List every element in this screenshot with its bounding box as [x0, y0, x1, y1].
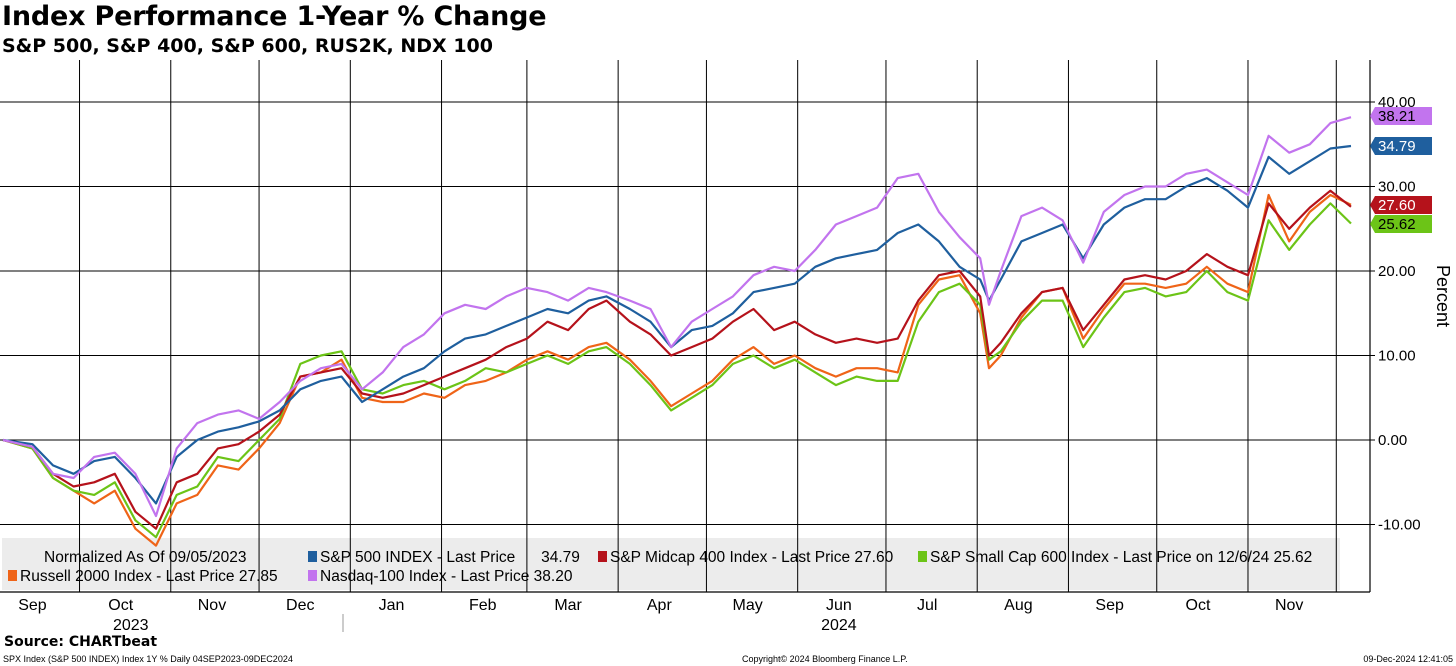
y-tick-label: 30.00	[1378, 179, 1416, 196]
footer-timestamp: 09-Dec-2024 12:41:05	[1363, 654, 1453, 664]
legend-swatch-small600	[918, 551, 927, 562]
last-value-label-small600: 25.62	[1378, 216, 1416, 233]
series-line-mid400	[2, 189, 1352, 530]
legend-entry-sp500: S&P 500 INDEX - Last Price 34.79	[320, 549, 580, 566]
legend-swatch-ndx	[308, 570, 317, 581]
x-tick-label: Jan	[379, 597, 405, 614]
x-tick-label: Nov	[198, 597, 226, 614]
legend-entry-small600: S&P Small Cap 600 Index - Last Price on …	[930, 549, 1312, 566]
last-value-tag-mid400	[1370, 196, 1432, 214]
footer-ticker: SPX Index (S&P 500 INDEX) Index 1Y % Dai…	[3, 654, 293, 664]
x-tick-label: Feb	[469, 597, 497, 614]
x-tick-label: Oct	[1186, 597, 1211, 614]
last-value-tag-sp500	[1370, 137, 1432, 155]
y-tick-label: 20.00	[1378, 263, 1416, 280]
y-tick-label: 40.00	[1378, 94, 1416, 111]
last-value-label-mid400: 27.60	[1378, 197, 1416, 214]
series-line-sp500	[2, 144, 1352, 505]
series-line-small600	[2, 202, 1352, 539]
legend-entry-ndx: Nasdaq-100 Index - Last Price 38.20	[320, 568, 573, 585]
last-value-label-sp500: 34.79	[1378, 138, 1416, 155]
chart-subtitle: S&P 500, S&P 400, S&P 600, RUS2K, NDX 10…	[2, 35, 493, 57]
x-tick-label: Jun	[826, 597, 852, 614]
legend-note: Normalized As Of 09/05/2023	[44, 549, 246, 566]
series-line-rus2k	[2, 193, 1352, 547]
legend-swatch-sp500	[308, 551, 317, 562]
footer-copyright: Copyright© 2024 Bloomberg Finance L.P.	[742, 654, 908, 664]
x-tick-label: Apr	[647, 597, 673, 614]
legend-background	[2, 538, 1340, 590]
last-value-label-ndx: 38.21	[1378, 108, 1416, 125]
x-year-label: 2024	[821, 617, 857, 634]
y-axis-label: Percent	[1433, 265, 1453, 327]
legend-entry-rus2k: Russell 2000 Index - Last Price 27.85	[20, 568, 278, 585]
x-tick-label: Jul	[917, 597, 937, 614]
x-tick-label: Oct	[108, 597, 133, 614]
x-tick-label: Sep	[1095, 597, 1124, 614]
y-tick-label: 0.00	[1378, 432, 1407, 449]
last-value-tag-small600	[1370, 215, 1432, 233]
chart-title: Index Performance 1-Year % Change	[2, 1, 547, 32]
y-tick-label: 10.00	[1378, 348, 1416, 365]
x-tick-label: Sep	[18, 597, 47, 614]
x-tick-label: Nov	[1275, 597, 1303, 614]
last-value-tag-ndx	[1370, 107, 1432, 125]
x-tick-label: Dec	[286, 597, 314, 614]
x-year-label: 2023	[113, 617, 149, 634]
legend-swatch-mid400	[598, 551, 607, 562]
y-tick-label: -10.00	[1378, 517, 1421, 534]
legend-swatch-rus2k	[8, 570, 17, 581]
legend-entry-mid400: S&P Midcap 400 Index - Last Price 27.60	[610, 549, 894, 566]
x-tick-label: Aug	[1004, 597, 1032, 614]
source-note: Source: CHARTbeat	[4, 634, 158, 650]
x-tick-label: Mar	[554, 597, 582, 614]
x-tick-label: May	[733, 597, 763, 614]
series-line-ndx	[2, 116, 1352, 518]
